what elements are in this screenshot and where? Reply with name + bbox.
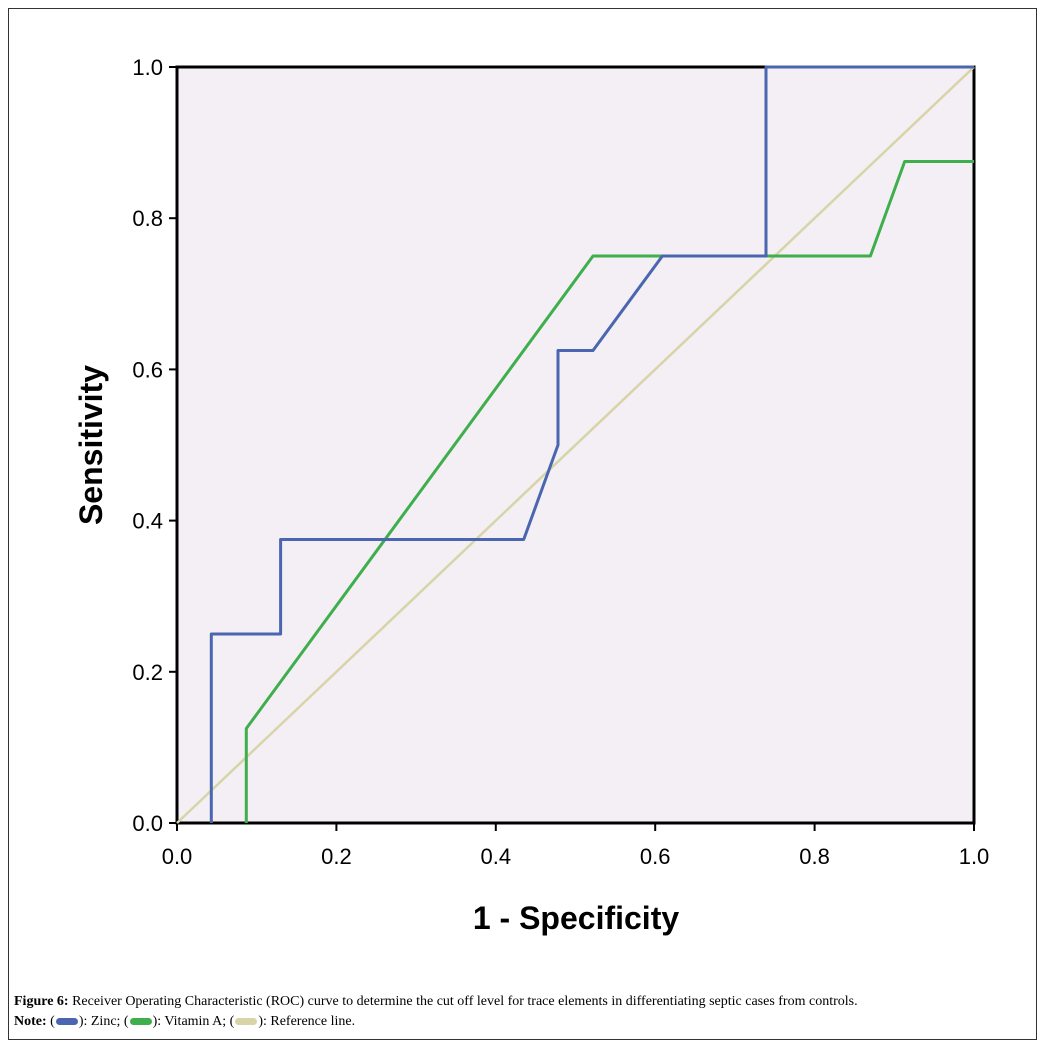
y-tick-label: 0.8 [132, 206, 163, 231]
note-item-reference: ): Reference line. [258, 1014, 356, 1029]
series-line-zinc [209, 65, 974, 823]
note-label: Note: [14, 1014, 47, 1029]
reference-swatch [235, 1018, 258, 1026]
caption-line-2: Note: (): Zinc; (): Vitamin A; (): Refer… [14, 1014, 356, 1029]
x-tick-label: 0.6 [640, 844, 671, 869]
y-tick-label: 0.2 [132, 660, 163, 685]
y-tick-label: 1.0 [132, 55, 163, 80]
vitamin-a-swatch [129, 1018, 152, 1026]
caption-line-1: Figure 6: Receiver Operating Characteris… [14, 992, 1034, 1012]
y-tick-label: 0.0 [132, 811, 163, 836]
zinc-swatch [55, 1018, 78, 1026]
x-tick-label: 0.2 [321, 844, 352, 869]
x-tick-label: 0.0 [162, 844, 193, 869]
figure-caption: Figure 6: Receiver Operating Characteris… [14, 992, 1034, 1032]
x-tick-label: 0.8 [799, 844, 830, 869]
roc-chart: 0.0 0.2 0.4 0.6 0.8 1.0 0.0 0.2 0.4 0.6 0.8 1.0 1 -… [73, 55, 990, 936]
series-line-reference-line [176, 66, 975, 824]
note-item-zinc: ): Zinc; ( [78, 1014, 129, 1029]
figure-text: Receiver Operating Characteristic (ROC) … [68, 994, 858, 1009]
y-tick-label: 0.6 [132, 357, 163, 382]
y-tick-label: 0.4 [132, 509, 163, 534]
y-axis-title: Sensitivity [73, 365, 109, 525]
note-item-vitamin-a: ): Vitamin A; ( [152, 1014, 235, 1029]
x-tick-label: 0.4 [481, 844, 512, 869]
x-axis-title: 1 - Specificity [473, 900, 680, 936]
x-tick-label: 1.0 [959, 844, 990, 869]
figure-label: Figure 6: [14, 994, 69, 1009]
